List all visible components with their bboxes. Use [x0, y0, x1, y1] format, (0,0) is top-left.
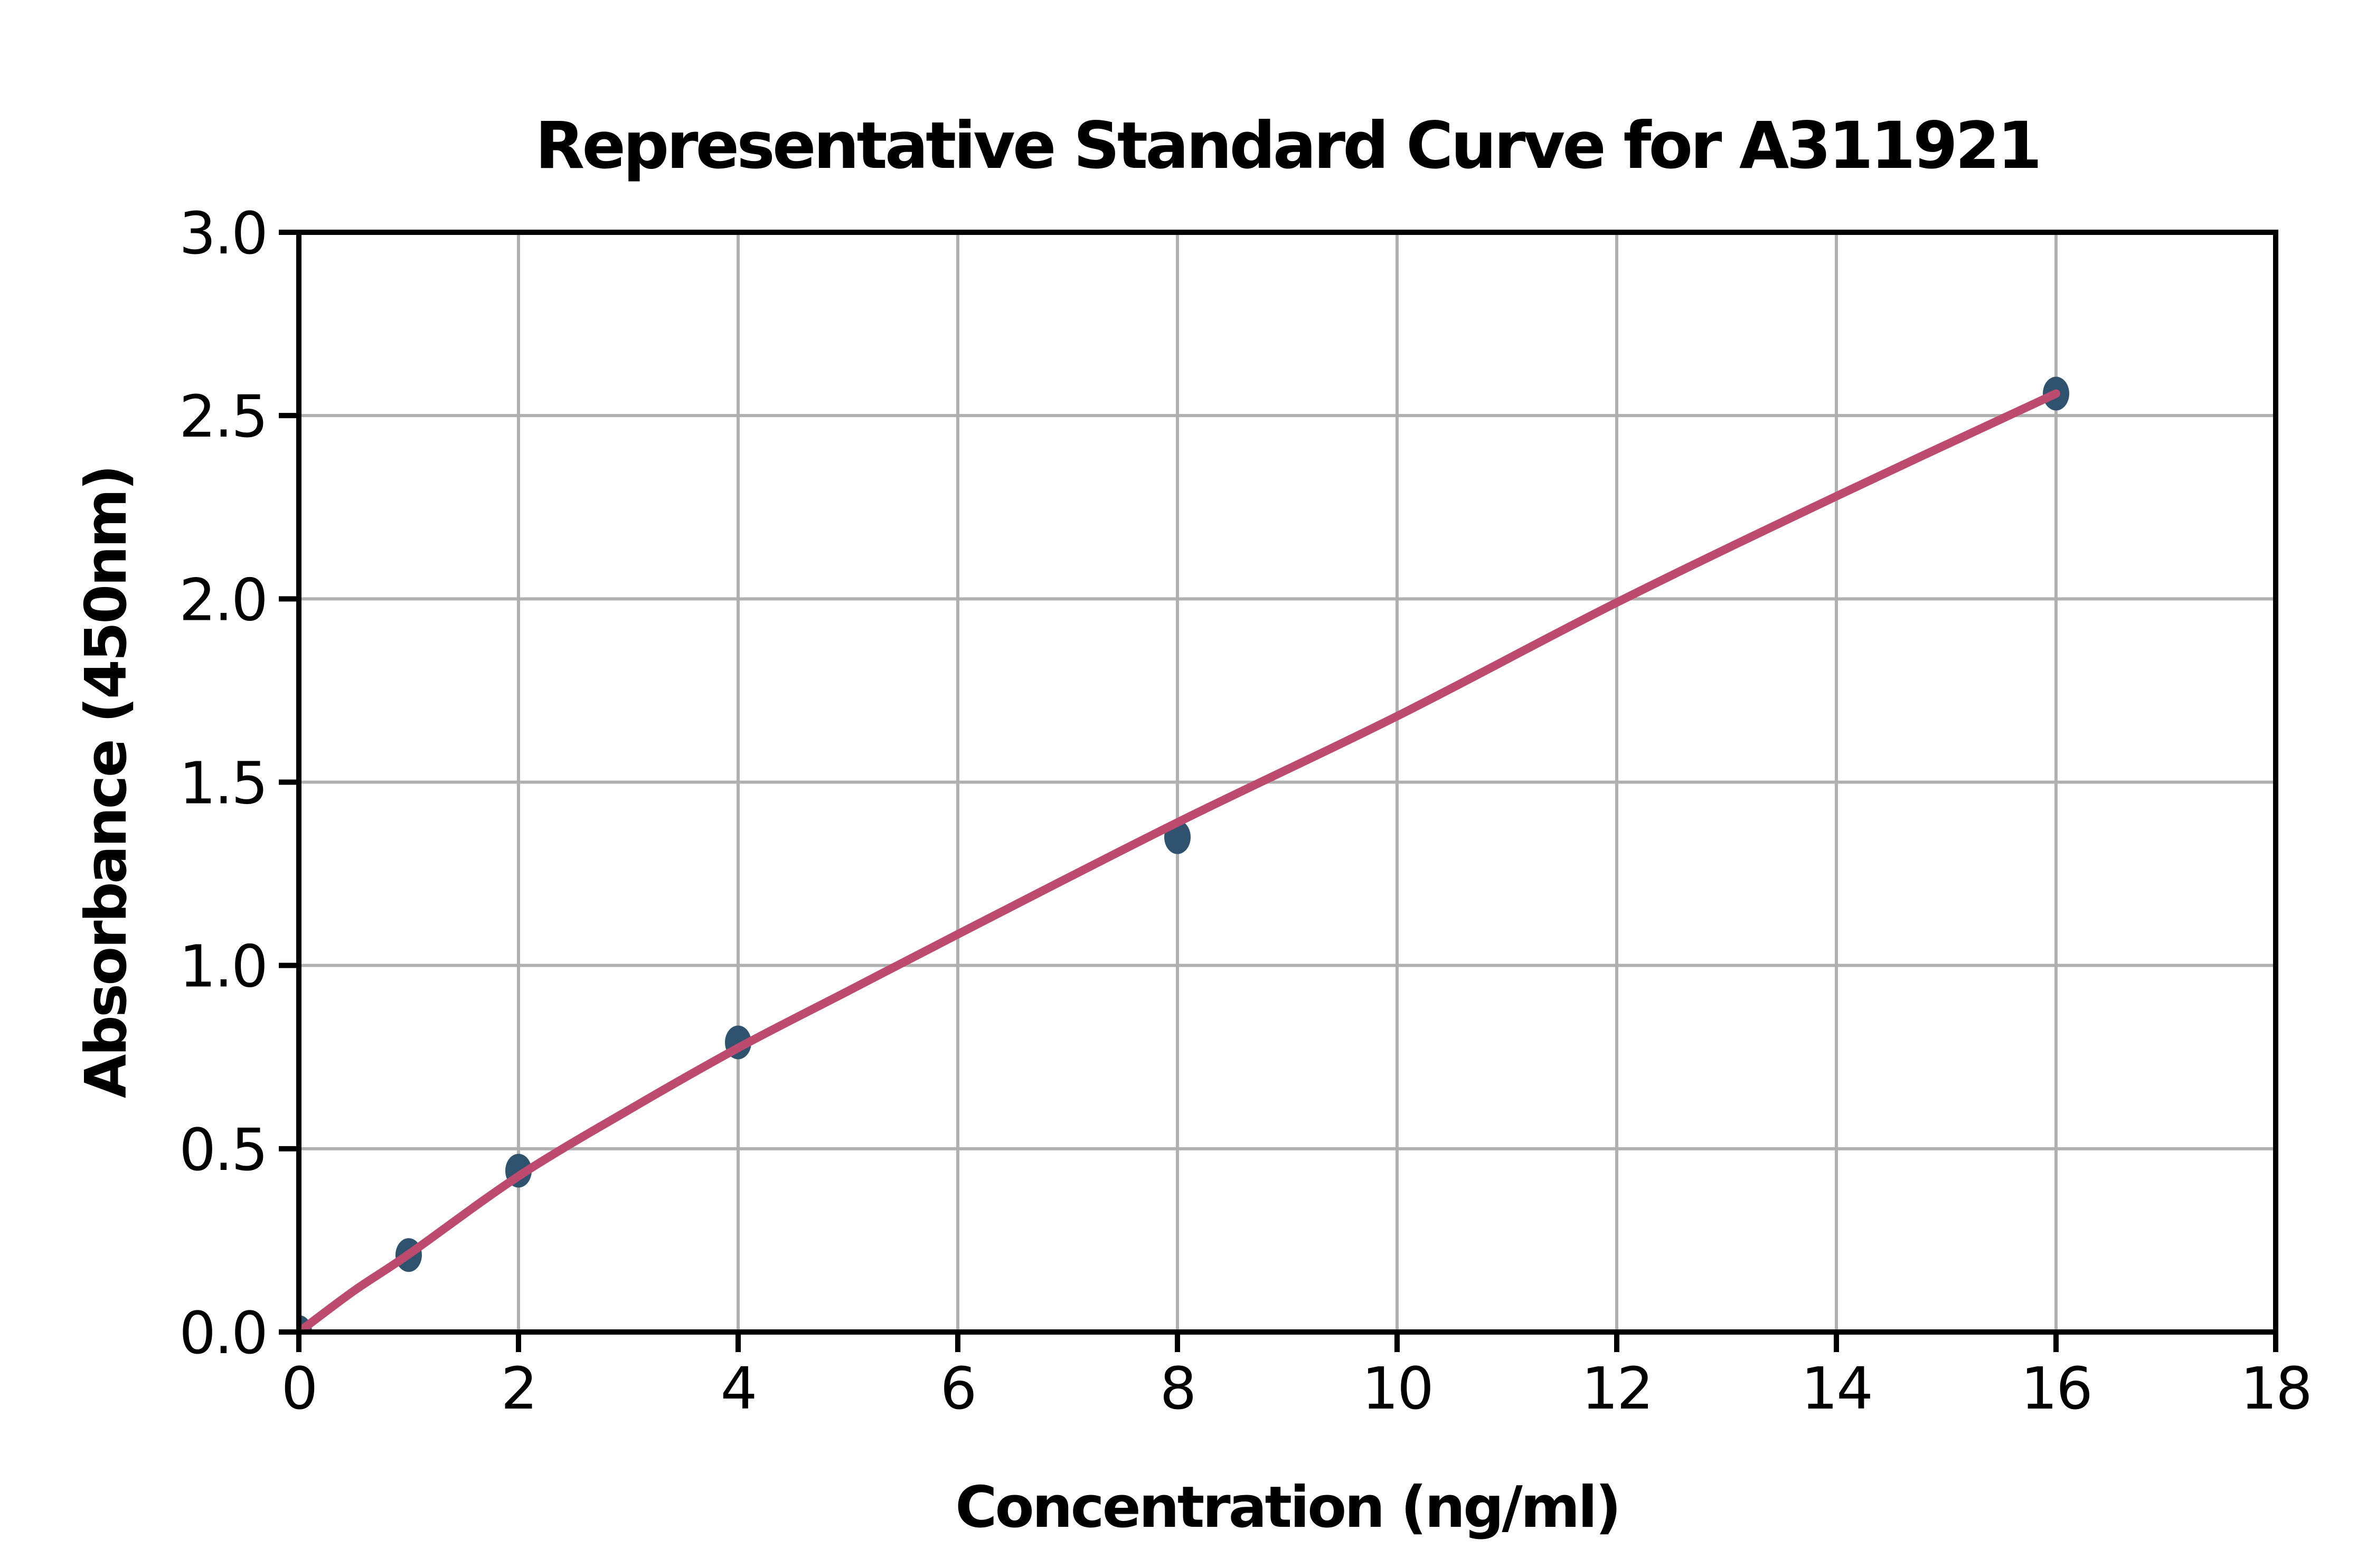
x-tick-label: 6: [940, 1355, 976, 1422]
x-tick-label: 2: [501, 1355, 536, 1422]
y-axis-label: Absorbance (450nm): [73, 467, 139, 1098]
x-tick-label: 0: [281, 1355, 317, 1422]
y-tick-label: 0.0: [179, 1299, 267, 1367]
x-axis-label: Concentration (ng/ml): [955, 1475, 1619, 1541]
grid-layer: [297, 231, 2277, 1334]
y-tick-label: 2.0: [179, 566, 267, 634]
y-tick-label: 2.5: [179, 383, 267, 450]
x-tick-label: 14: [1801, 1355, 1872, 1422]
y-tick-label: 0.5: [179, 1116, 267, 1184]
fit-curve: [299, 389, 2060, 1332]
tick-layer: 0 2 4 6 8 10 12 14 16 18 0.0 0.5 1.0 1.5 2.0 2.5 3.0: [179, 200, 2313, 1422]
x-tick-label: 10: [1362, 1355, 1432, 1422]
x-tick-label: 4: [721, 1355, 756, 1422]
x-tick-label: 8: [1160, 1355, 1195, 1422]
x-tick-label: 18: [2240, 1355, 2311, 1422]
chart-title: Representative Standard Curve for A31192…: [535, 108, 2039, 183]
y-tick-label: 1.0: [179, 933, 267, 1000]
x-tick-label: 12: [1581, 1355, 1652, 1422]
x-tick-label: 16: [2021, 1355, 2091, 1422]
fit-curve-layer: [299, 389, 2060, 1332]
y-tick-label: 1.5: [179, 750, 267, 817]
y-tick-label: 3.0: [179, 200, 267, 267]
